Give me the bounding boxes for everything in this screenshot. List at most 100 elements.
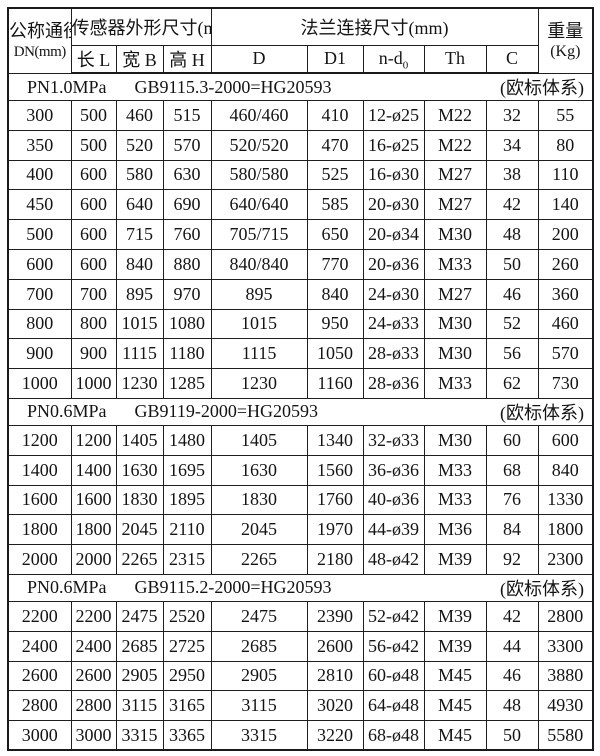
cell-n-d0: 12-ø25 <box>362 100 425 131</box>
cell-width-b: 460 <box>115 100 164 131</box>
cell-n-d0: 36-ø36 <box>362 454 425 486</box>
cell-dn: 2400 <box>7 630 72 662</box>
cell-d: 1015 <box>210 308 308 340</box>
cell-d1: 2180 <box>306 544 364 575</box>
cell-d1: 585 <box>306 189 364 221</box>
cell-dn: 450 <box>7 189 72 221</box>
cell-d: 2685 <box>210 630 308 662</box>
cell-d: 705/715 <box>210 219 308 250</box>
cell-width-b: 1230 <box>115 368 164 399</box>
cell-th: M45 <box>423 690 487 722</box>
section-standard-code: GB9119-2000=HG20593 <box>134 401 318 422</box>
cell-length-l: 2200 <box>70 600 117 632</box>
cell-c: 76 <box>485 484 539 516</box>
cell-length-l: 2400 <box>70 630 117 662</box>
cell-width-b: 2045 <box>115 514 164 546</box>
cell-length-l: 2800 <box>70 690 117 722</box>
cell-dn: 400 <box>7 159 72 191</box>
section-standard-code: GB9115.2-2000=HG20593 <box>134 577 332 598</box>
column-header-d: D <box>210 44 308 74</box>
cell-height-h: 570 <box>162 129 212 161</box>
cell-dn: 2600 <box>7 660 72 692</box>
section-row: PN0.6MPa GB9119-2000=HG20593 (欧标体系) <box>7 397 594 426</box>
table-row: 1600 1600 1830 1895 1830 1760 40-ø36 M33 76 1330 <box>7 484 594 516</box>
cell-height-h: 1695 <box>162 454 212 486</box>
table-row: 900 900 1115 1180 1115 1050 28-ø33 M30 56 570 <box>7 338 594 370</box>
cell-n-d0: 16-ø25 <box>362 129 425 161</box>
cell-d1: 770 <box>306 248 364 280</box>
cell-c: 32 <box>485 100 539 131</box>
cell-width-b: 2475 <box>115 600 164 632</box>
cell-length-l: 500 <box>70 100 117 131</box>
table-row: 2200 2200 2475 2520 2475 2390 52-ø42 M39 42 2800 <box>7 600 594 632</box>
cell-n-d0: 16-ø30 <box>362 159 425 191</box>
cell-width-b: 1405 <box>115 424 164 456</box>
cell-n-d0: 60-ø48 <box>362 660 425 692</box>
cell-c: 56 <box>485 338 539 370</box>
cell-d: 580/580 <box>210 159 308 191</box>
cell-n-d0: 68-ø48 <box>362 720 425 751</box>
cell-length-l: 600 <box>70 219 117 250</box>
weight-header-line1: 重量 <box>547 20 584 41</box>
cell-weight: 260 <box>537 248 594 280</box>
cell-th: M33 <box>423 248 487 280</box>
cell-c: 48 <box>485 690 539 722</box>
cell-weight: 570 <box>537 338 594 370</box>
cell-d: 1115 <box>210 338 308 370</box>
cell-n-d0: 28-ø33 <box>362 338 425 370</box>
header-row-columns: 长 L 宽 B 高 H D D1 n-d0 Th C <box>8 44 593 74</box>
cell-width-b: 1115 <box>115 338 164 370</box>
cell-dn: 1200 <box>7 424 72 456</box>
cell-n-d0: 40-ø36 <box>362 484 425 516</box>
dn-header-line2: DN(mm) <box>13 43 66 60</box>
cell-c: 34 <box>485 129 539 161</box>
cell-length-l: 1800 <box>70 514 117 546</box>
cell-dn: 600 <box>7 248 72 280</box>
cell-d1: 525 <box>306 159 364 191</box>
cell-c: 44 <box>485 630 539 662</box>
section-pressure-rating: PN0.6MPa <box>27 401 107 422</box>
cell-length-l: 500 <box>70 129 117 161</box>
cell-th: M30 <box>423 308 487 340</box>
cell-dn: 3000 <box>7 720 72 751</box>
section-system-note: (欧标体系) <box>500 578 585 599</box>
cell-dn: 1000 <box>7 368 72 399</box>
table-row: 1400 1400 1630 1695 1630 1560 36-ø36 M33 68 840 <box>7 454 594 486</box>
section-standard-code: GB9115.3-2000=HG20593 <box>134 76 332 97</box>
table-row: 800 800 1015 1080 1015 950 24-ø33 M30 52 460 <box>7 308 594 340</box>
section-pressure-rating: PN0.6MPa <box>27 577 107 598</box>
cell-c: 52 <box>485 308 539 340</box>
section-system-note: (欧标体系) <box>500 78 585 98</box>
cell-weight: 730 <box>537 368 594 399</box>
cell-th: M22 <box>423 100 487 131</box>
cell-d1: 3020 <box>306 690 364 722</box>
header-row-groups: 公称通径 DN(mm) 传感器外形尺寸(mm) 法兰连接尺寸(mm) 重量 (K… <box>7 7 594 74</box>
cell-th: M45 <box>423 660 487 692</box>
cell-c: 38 <box>485 159 539 191</box>
cell-length-l: 800 <box>70 308 117 340</box>
cell-d1: 3220 <box>306 720 364 751</box>
cell-d: 2475 <box>210 600 308 632</box>
cell-d: 2905 <box>210 660 308 692</box>
cell-width-b: 2685 <box>115 630 164 662</box>
cell-d1: 650 <box>306 219 364 250</box>
column-group-sensor-dimensions: 传感器外形尺寸(mm) <box>70 7 212 46</box>
cell-dn: 1600 <box>7 484 72 516</box>
cell-th: M39 <box>423 630 487 662</box>
cell-length-l: 1000 <box>70 368 117 399</box>
cell-length-l: 600 <box>70 159 117 191</box>
cell-d: 2045 <box>210 514 308 546</box>
cell-d1: 1050 <box>306 338 364 370</box>
cell-dn: 2000 <box>7 544 72 575</box>
cell-d: 2265 <box>210 544 308 575</box>
cell-d1: 950 <box>306 308 364 340</box>
cell-d: 840/840 <box>210 248 308 280</box>
cell-th: M30 <box>423 338 487 370</box>
cell-height-h: 1480 <box>162 424 212 456</box>
cell-c: 84 <box>485 514 539 546</box>
column-header-dn: 公称通径 DN(mm) <box>7 7 72 74</box>
cell-length-l: 2600 <box>70 660 117 692</box>
cell-width-b: 2265 <box>115 544 164 575</box>
section-pressure-rating: PN1.0MPa <box>27 76 107 97</box>
cell-weight: 360 <box>537 278 594 310</box>
